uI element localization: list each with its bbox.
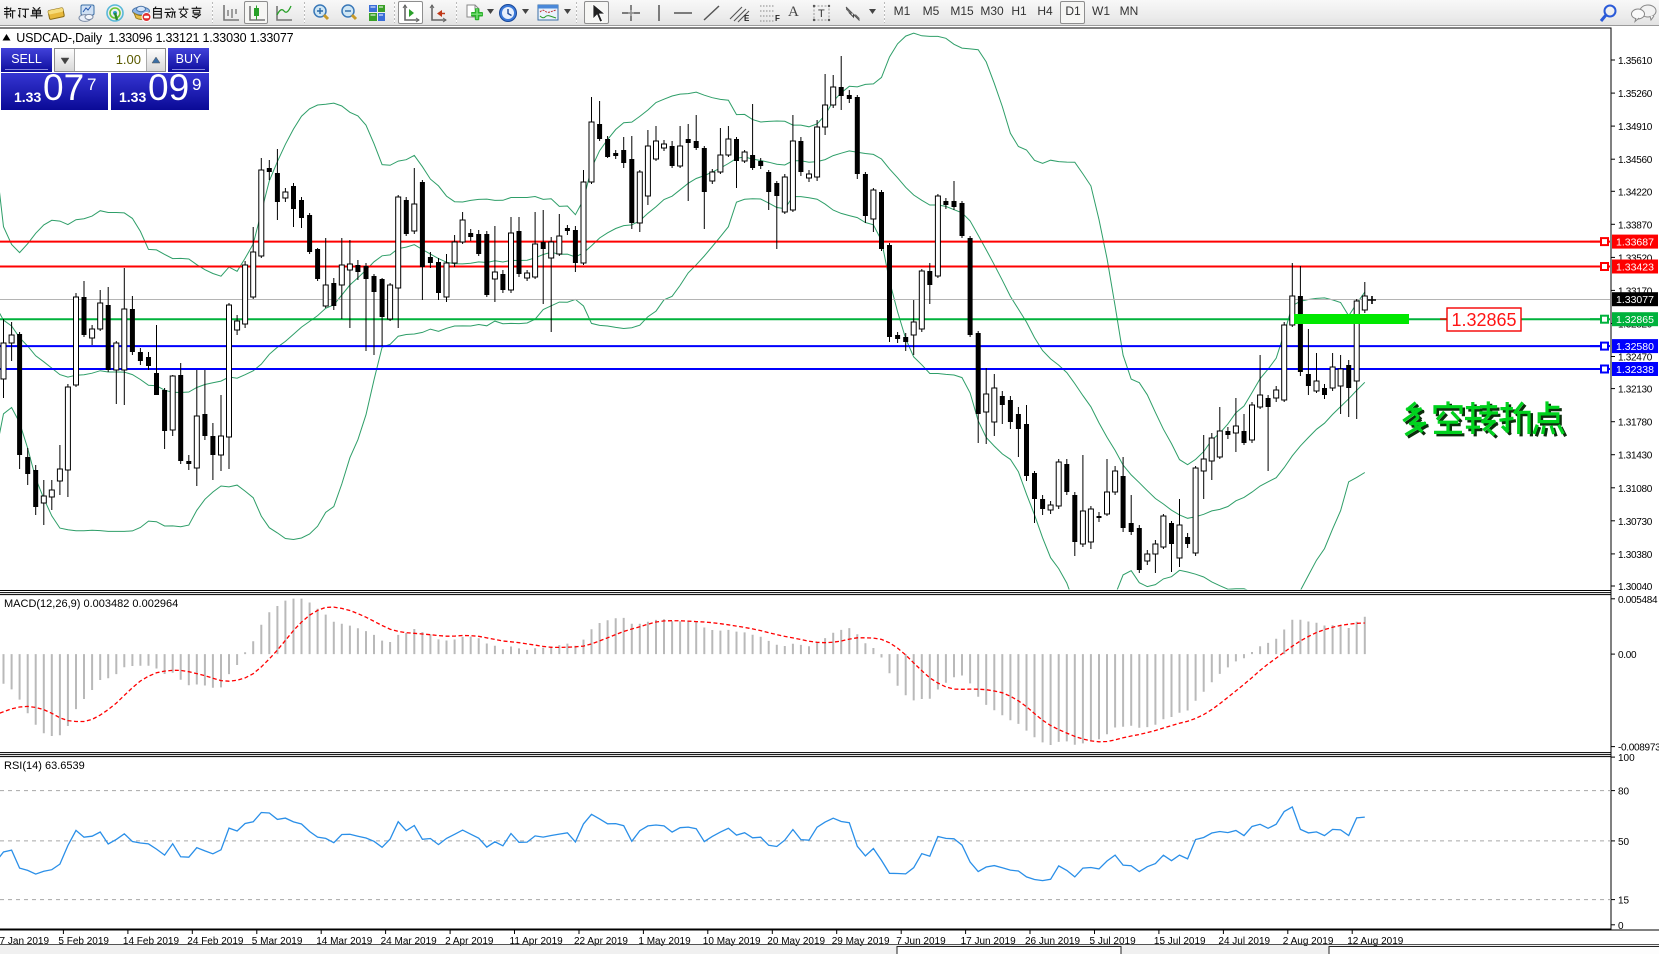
svg-text:F: F (775, 14, 780, 23)
svg-text:1.32865: 1.32865 (1451, 310, 1516, 330)
svg-text:1.34910: 1.34910 (1618, 122, 1653, 133)
svg-text:0: 0 (1618, 921, 1624, 932)
svg-text:26 Jun 2019: 26 Jun 2019 (1025, 936, 1080, 947)
svg-text:1.32580: 1.32580 (1616, 341, 1654, 353)
svg-text:24 Mar 2019: 24 Mar 2019 (381, 936, 438, 947)
svg-text:0.00: 0.00 (1618, 650, 1637, 661)
svg-text:1.31780: 1.31780 (1618, 418, 1653, 429)
svg-text:5 Feb 2019: 5 Feb 2019 (58, 936, 109, 947)
svg-text:1.32130: 1.32130 (1618, 385, 1653, 396)
svg-text:10 May 2019: 10 May 2019 (703, 936, 761, 947)
svg-text:T: T (818, 8, 825, 20)
svg-text:17 Jun 2019: 17 Jun 2019 (961, 936, 1016, 947)
svg-text:1.30040: 1.30040 (1618, 582, 1653, 593)
svg-text:1.35610: 1.35610 (1618, 56, 1653, 67)
svg-text:1.33687: 1.33687 (1616, 236, 1654, 248)
svg-text:29 May 2019: 29 May 2019 (832, 936, 890, 947)
svg-text:1.30380: 1.30380 (1618, 550, 1653, 561)
svg-text:1.30730: 1.30730 (1618, 517, 1653, 528)
svg-text:80: 80 (1618, 787, 1630, 798)
svg-text:1.31080: 1.31080 (1618, 484, 1653, 495)
svg-text:2 Apr 2019: 2 Apr 2019 (445, 936, 494, 947)
svg-text:1.33870: 1.33870 (1618, 220, 1653, 231)
svg-text:11 Apr 2019: 11 Apr 2019 (510, 936, 564, 947)
svg-text:14 Feb 2019: 14 Feb 2019 (123, 936, 180, 947)
svg-text:100: 100 (1618, 753, 1635, 764)
svg-text:1.32338: 1.32338 (1616, 364, 1654, 376)
svg-text:2 Aug 2019: 2 Aug 2019 (1283, 936, 1334, 947)
svg-text:1.31430: 1.31430 (1618, 451, 1653, 462)
svg-text:12 Aug 2019: 12 Aug 2019 (1347, 936, 1404, 947)
svg-text:14 Mar 2019: 14 Mar 2019 (316, 936, 373, 947)
svg-text:RSI(14) 63.6539: RSI(14) 63.6539 (4, 760, 85, 772)
svg-text:1.35260: 1.35260 (1618, 89, 1653, 100)
svg-text:MACD(12,26,9) 0.003482 0.00296: MACD(12,26,9) 0.003482 0.002964 (4, 598, 178, 610)
svg-text:-0.008973: -0.008973 (1618, 743, 1659, 754)
svg-text:1.32865: 1.32865 (1616, 314, 1654, 326)
svg-text:20 May 2019: 20 May 2019 (767, 936, 825, 947)
svg-text:1.34220: 1.34220 (1618, 187, 1653, 198)
svg-text:24 Jul 2019: 24 Jul 2019 (1218, 936, 1270, 947)
svg-text:0.005484: 0.005484 (1618, 595, 1658, 606)
svg-text:1.32470: 1.32470 (1618, 353, 1653, 364)
svg-text:27 Jan 2019: 27 Jan 2019 (0, 936, 49, 947)
svg-text:1 May 2019: 1 May 2019 (638, 936, 691, 947)
svg-text:15: 15 (1618, 896, 1630, 907)
svg-text:24 Feb 2019: 24 Feb 2019 (187, 936, 244, 947)
svg-text:E: E (744, 14, 750, 23)
svg-text:1.33077: 1.33077 (1616, 294, 1654, 306)
svg-text:7 Jun 2019: 7 Jun 2019 (896, 936, 946, 947)
svg-text:1.33170: 1.33170 (1618, 286, 1653, 297)
svg-text:1.33520: 1.33520 (1618, 253, 1653, 264)
svg-text:5 Jul 2019: 5 Jul 2019 (1090, 936, 1137, 947)
svg-text:5 Mar 2019: 5 Mar 2019 (252, 936, 303, 947)
svg-text:50: 50 (1618, 837, 1630, 848)
svg-text:1.33423: 1.33423 (1616, 261, 1654, 273)
svg-text:22 Apr 2019: 22 Apr 2019 (574, 936, 628, 947)
svg-text:15 Jul 2019: 15 Jul 2019 (1154, 936, 1206, 947)
svg-text:1.34560: 1.34560 (1618, 155, 1653, 166)
